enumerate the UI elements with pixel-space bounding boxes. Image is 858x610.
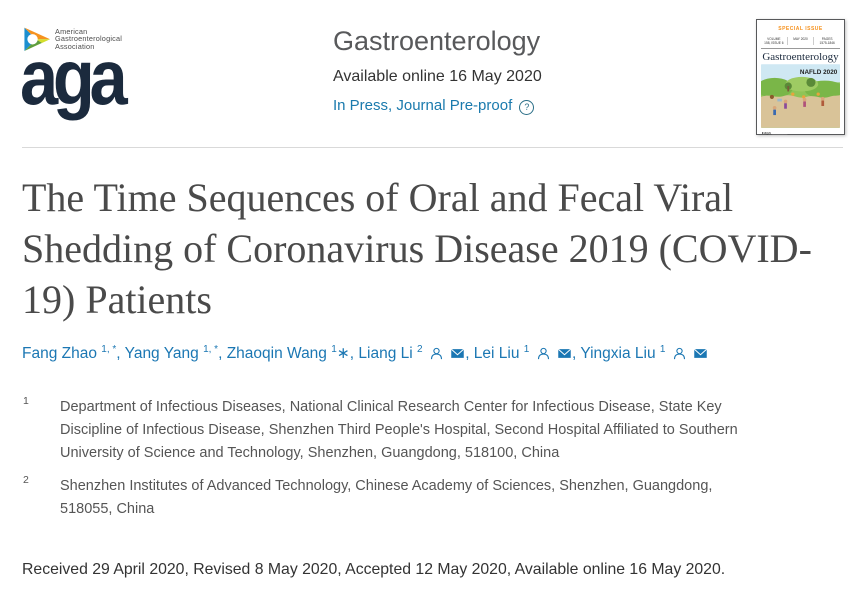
svg-text:NAFLD 2020: NAFLD 2020 [800,69,838,76]
